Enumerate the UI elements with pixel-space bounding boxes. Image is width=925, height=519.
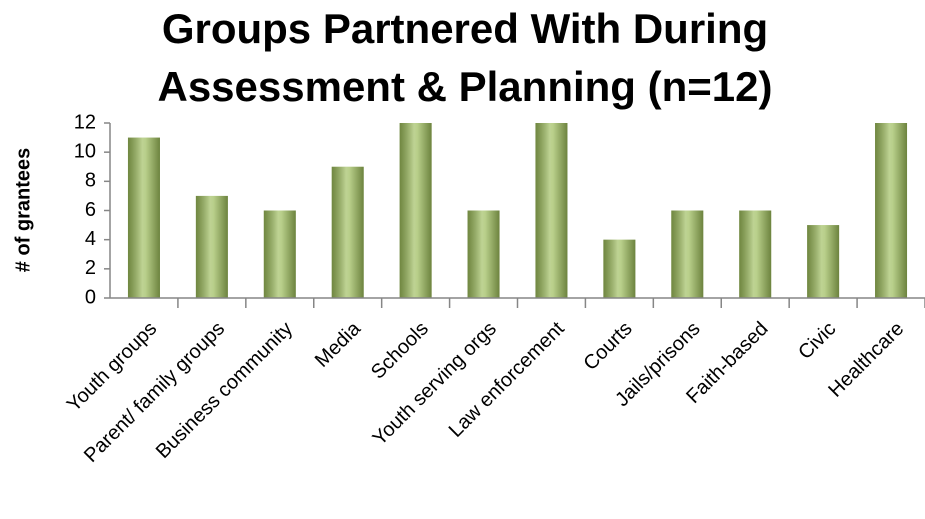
x-tick-label: Civic — [794, 318, 840, 364]
x-tick-label: Courts — [579, 318, 636, 375]
x-tick-label: Law enforcement — [445, 317, 569, 441]
bar-shine — [807, 225, 840, 298]
x-tick-label: Media — [311, 317, 366, 372]
y-tick-label: 12 — [74, 111, 96, 133]
chart-title: Groups Partnered With During — [162, 5, 768, 52]
chart-title: Assessment & Planning (n=12) — [157, 63, 772, 110]
x-tick-label: Schools — [367, 318, 433, 384]
bar-shine — [535, 123, 568, 298]
bar-shine — [127, 137, 160, 298]
y-tick-label: 8 — [85, 170, 96, 192]
y-axis-label: # of grantees — [12, 148, 34, 272]
bar-shine — [263, 210, 296, 298]
bar-shine — [467, 210, 500, 298]
bar-shine — [399, 123, 432, 298]
y-tick-label: 4 — [85, 228, 96, 250]
bar-shine — [671, 210, 704, 298]
y-tick-label: 2 — [85, 257, 96, 279]
x-tick-label: Youth serving orgs — [369, 318, 501, 450]
bar-shine — [331, 166, 364, 298]
y-tick-label: 10 — [74, 140, 96, 162]
x-tick-label: Business community — [152, 318, 297, 463]
y-tick-label: 0 — [85, 286, 96, 308]
bar-shine — [603, 239, 636, 298]
bar-shine — [739, 210, 772, 298]
bar-shine — [875, 123, 908, 298]
y-tick-label: 6 — [85, 199, 96, 221]
bar-shine — [195, 195, 228, 298]
